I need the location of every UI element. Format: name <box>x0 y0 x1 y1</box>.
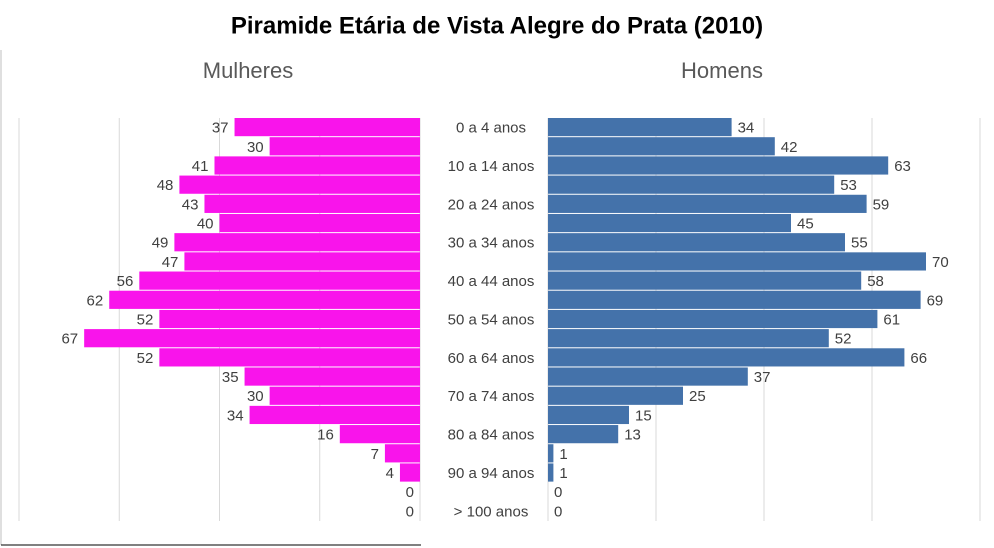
bar <box>548 444 554 463</box>
category-label: > 100 anos <box>454 503 529 520</box>
bar <box>339 425 420 444</box>
value-label: 25 <box>689 388 706 405</box>
value-label: 63 <box>894 158 911 175</box>
bar <box>214 156 420 175</box>
panel-title: Mulheres <box>203 58 293 83</box>
value-label: 52 <box>137 311 154 328</box>
value-label: 48 <box>157 177 174 194</box>
value-label: 69 <box>927 292 944 309</box>
value-label: 47 <box>162 254 179 271</box>
bar <box>548 425 619 444</box>
bar <box>159 348 420 367</box>
category-label: 20 a 24 anos <box>448 196 535 213</box>
value-label: 62 <box>87 292 104 309</box>
category-label: 80 a 84 anos <box>448 427 535 444</box>
value-label: 66 <box>910 350 927 367</box>
category-label: 60 a 64 anos <box>448 350 535 367</box>
bar <box>159 309 420 329</box>
bar <box>269 386 420 405</box>
value-label: 37 <box>754 369 771 386</box>
bar <box>234 118 420 137</box>
category-label: 50 a 54 anos <box>448 311 535 328</box>
category-label: 90 a 94 anos <box>448 465 535 482</box>
bar <box>548 348 905 367</box>
value-label: 61 <box>883 311 900 328</box>
bar <box>548 175 835 194</box>
bar <box>249 405 420 425</box>
chart-title: Piramide Etária de Vista Alegre do Prata… <box>231 12 763 39</box>
value-label: 35 <box>222 369 239 386</box>
bar <box>219 213 420 233</box>
value-label: 1 <box>559 446 567 463</box>
bar <box>548 367 748 386</box>
value-label: 55 <box>851 235 868 252</box>
bar <box>384 444 420 463</box>
value-label: 16 <box>317 427 334 444</box>
value-label: 52 <box>835 331 852 348</box>
value-label: 7 <box>371 446 379 463</box>
bar <box>548 386 683 405</box>
value-label: 34 <box>738 120 755 137</box>
bar <box>84 329 420 348</box>
bar <box>548 213 791 233</box>
value-label: 41 <box>192 158 209 175</box>
bar <box>399 463 420 482</box>
value-label: 0 <box>554 484 562 501</box>
bar <box>244 367 420 386</box>
value-label: 15 <box>635 407 652 424</box>
value-label: 13 <box>624 427 641 444</box>
value-label: 1 <box>559 465 567 482</box>
value-label: 37 <box>212 120 229 137</box>
bar <box>548 405 629 425</box>
value-label: 58 <box>867 273 884 290</box>
value-label: 45 <box>797 216 814 233</box>
value-label: 56 <box>117 273 134 290</box>
bar <box>139 271 421 290</box>
category-label: 30 a 34 anos <box>448 235 535 252</box>
bar <box>548 463 554 482</box>
value-label: 40 <box>197 216 214 233</box>
value-label: 49 <box>152 235 169 252</box>
category-label: 40 a 44 anos <box>448 273 535 290</box>
bar <box>548 271 862 290</box>
bar <box>548 233 845 252</box>
category-label: 10 a 14 anos <box>448 158 535 175</box>
bar <box>548 252 926 271</box>
value-label: 30 <box>247 388 264 405</box>
value-label: 30 <box>247 139 264 156</box>
value-label: 0 <box>406 484 414 501</box>
bar <box>548 194 867 213</box>
value-label: 0 <box>554 503 562 520</box>
value-label: 67 <box>61 331 78 348</box>
bar <box>174 233 420 252</box>
bar <box>109 290 420 309</box>
bar <box>548 329 829 348</box>
category-label: 0 a 4 anos <box>456 120 526 137</box>
value-label: 59 <box>873 196 890 213</box>
bar <box>548 309 878 329</box>
bar <box>548 118 732 137</box>
value-label: 4 <box>386 465 394 482</box>
bar <box>269 137 420 156</box>
bar <box>184 252 420 271</box>
value-label: 43 <box>182 196 199 213</box>
value-label: 42 <box>781 139 798 156</box>
panel-title: Homens <box>681 58 763 83</box>
value-label: 70 <box>932 254 949 271</box>
bar <box>548 156 889 175</box>
category-label: 70 a 74 anos <box>448 388 535 405</box>
value-label: 34 <box>227 407 244 424</box>
value-label: 53 <box>840 177 857 194</box>
bar <box>548 290 921 309</box>
bar <box>204 194 420 213</box>
value-label: 52 <box>137 350 154 367</box>
value-label: 0 <box>406 503 414 520</box>
bar <box>179 175 420 194</box>
bar <box>548 137 775 156</box>
